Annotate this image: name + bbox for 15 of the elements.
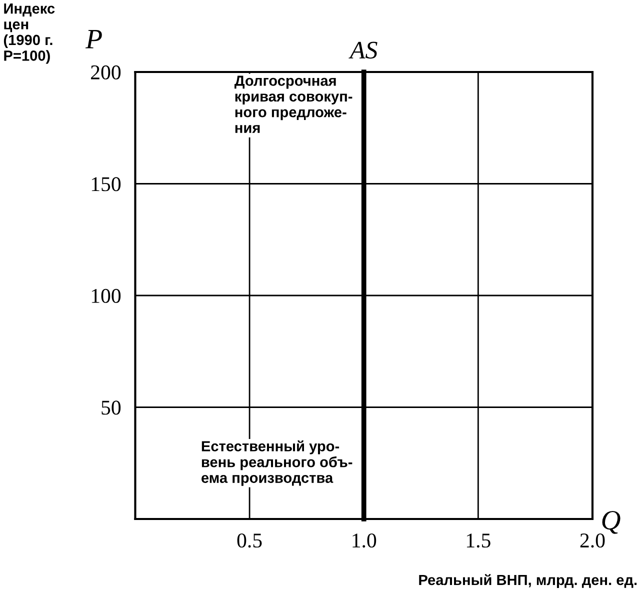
y-axis-title: P xyxy=(85,30,102,48)
x-axis-title: Q xyxy=(602,510,620,534)
y-tick-label: 100 xyxy=(92,288,121,303)
x-tick-label: 1.0 xyxy=(352,533,376,548)
annotation: Долгосрочная кривая совокуп- ного предложе- ния xyxy=(234,76,352,133)
x-tick-label: 1.5 xyxy=(466,534,490,548)
text: Реальный ВНП, млрд. ден. ед. xyxy=(419,574,637,588)
y-tick-label: 50 xyxy=(102,400,121,415)
text: Индекс цен (1990 г. P=100) xyxy=(4,4,55,64)
y-tick-label: 200 xyxy=(91,65,121,80)
y-tick-label: 150 xyxy=(92,177,121,192)
series-label: AS xyxy=(348,42,378,59)
x-tick-label: 0.5 xyxy=(237,533,262,548)
x-tick-label: 2.0 xyxy=(580,533,605,548)
annotation: Естественный уро- вень реального объ- ема производства xyxy=(202,440,352,486)
